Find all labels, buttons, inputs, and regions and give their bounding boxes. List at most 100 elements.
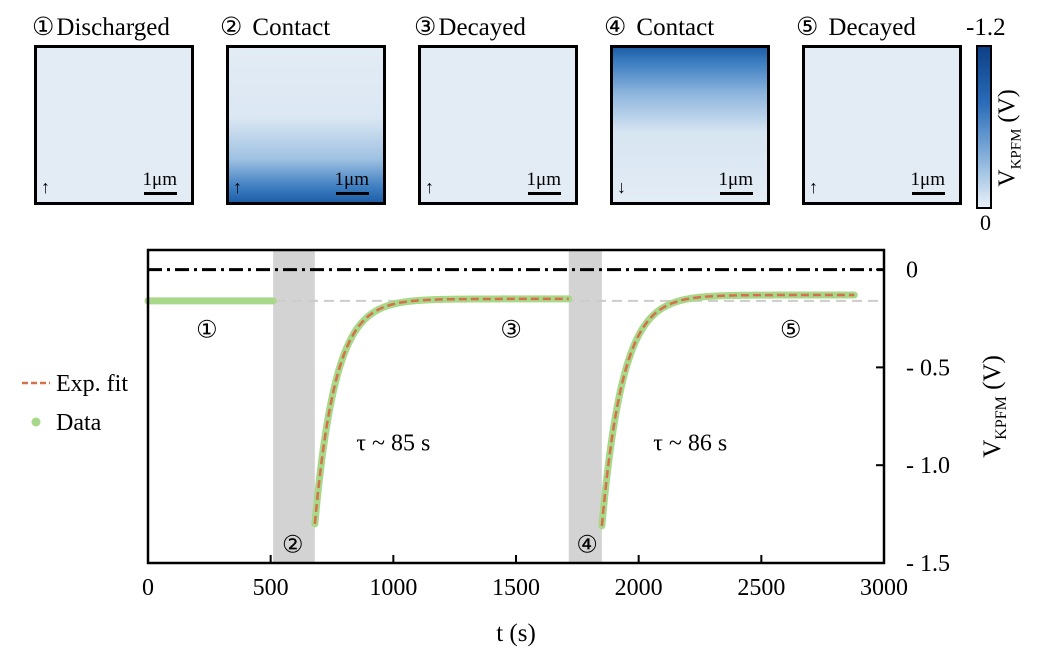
data-point (837, 291, 844, 299)
data-point (769, 291, 776, 299)
exp-fit-line-1 (313, 297, 569, 524)
data-point (338, 358, 345, 366)
data-point (241, 297, 249, 305)
data-point (358, 319, 366, 326)
data-point (816, 291, 823, 299)
data-point (250, 297, 258, 305)
data-point (399, 298, 407, 306)
data-point (485, 295, 492, 303)
plot-frame (146, 248, 886, 565)
data-point (227, 297, 234, 305)
data-point (432, 296, 439, 303)
data-point (385, 302, 392, 309)
data-point (497, 295, 504, 303)
x-tick-label: 3000 (860, 575, 908, 601)
colorbar-title: VKPFM (V) (994, 89, 1025, 187)
data-point (144, 297, 152, 305)
data-point (645, 316, 653, 323)
data-point (666, 301, 673, 308)
data-point (813, 291, 820, 299)
exp-fit-line-2 (600, 293, 855, 526)
data-point (314, 491, 321, 498)
data-point (367, 311, 374, 318)
data-point (757, 291, 765, 299)
data-point (346, 337, 354, 344)
data-point (188, 297, 196, 305)
data-point (473, 295, 480, 303)
scalebar-label: 1μm (142, 169, 177, 190)
data-point (610, 423, 617, 431)
data-point (526, 295, 533, 303)
data-point (775, 291, 782, 299)
panel-number: ③ (414, 14, 437, 41)
data-point (370, 309, 377, 316)
kpfm-map-3: ↑ 1μm (418, 45, 578, 205)
data-point (209, 297, 216, 305)
data-point (417, 297, 425, 304)
data-point (311, 520, 319, 528)
x-tick-label: 1500 (492, 575, 540, 601)
data-point (355, 322, 363, 330)
data-point (787, 291, 794, 299)
scalebar-label: 1μm (910, 169, 945, 190)
data-point (695, 294, 703, 301)
kpfm-map-5: ↑ 1μm (802, 45, 962, 205)
annotation-4: ④ (576, 532, 598, 558)
data-point (505, 295, 513, 303)
data-point (848, 291, 856, 299)
data-point (625, 357, 632, 364)
data-point (373, 307, 380, 314)
data-point (408, 297, 416, 305)
data-point (253, 297, 261, 305)
shaded-region-2 (568, 250, 602, 563)
annotation-2: ② (282, 532, 304, 558)
panel-title-2: ② Contact (220, 12, 330, 42)
data-point (722, 292, 729, 299)
data-point (669, 299, 676, 307)
data-point (660, 304, 667, 311)
data-point (156, 297, 163, 305)
annotation-5: ⑤ (780, 317, 802, 343)
y-axis-label: VKPFM (V) (979, 355, 1010, 458)
data-point (476, 295, 483, 303)
data-point (326, 406, 333, 414)
data-point (739, 292, 747, 299)
data-point (742, 292, 750, 299)
data-point (633, 335, 641, 342)
data-point (180, 297, 187, 305)
y-tick-label: - 1.5 (906, 551, 950, 577)
data-point (320, 443, 327, 450)
data-point (244, 297, 252, 305)
data-point (147, 297, 155, 305)
data-point (772, 291, 779, 299)
panel-number: ② (220, 14, 243, 41)
data-point (710, 292, 717, 300)
panel-label: Decayed (438, 14, 526, 41)
data-point (212, 297, 219, 305)
data-point (517, 295, 525, 303)
data-point (795, 291, 803, 299)
panel-title-5: ⑤ Decayed (796, 12, 916, 42)
scalebar (336, 192, 369, 195)
arrow-up-icon: ↑ (41, 177, 50, 197)
data-point (215, 297, 222, 305)
data-point (341, 350, 348, 357)
data-point (675, 297, 682, 305)
data-point (822, 291, 829, 299)
data-point (397, 299, 404, 306)
data-point (236, 297, 243, 305)
legend-fit-label: Exp. fit (56, 371, 128, 397)
data-point (734, 292, 741, 299)
panel-label: Contact (252, 14, 331, 41)
data-point (239, 297, 246, 305)
panel-title-1: ①Discharged (32, 12, 170, 42)
data-point (203, 297, 211, 305)
y-tick-label: - 0.5 (906, 355, 950, 381)
data-point (751, 291, 759, 299)
data-point (444, 296, 451, 303)
data-point (754, 291, 762, 299)
data-point (636, 329, 644, 336)
data-point (467, 295, 475, 303)
data-point (174, 297, 181, 305)
data-point (186, 297, 193, 305)
